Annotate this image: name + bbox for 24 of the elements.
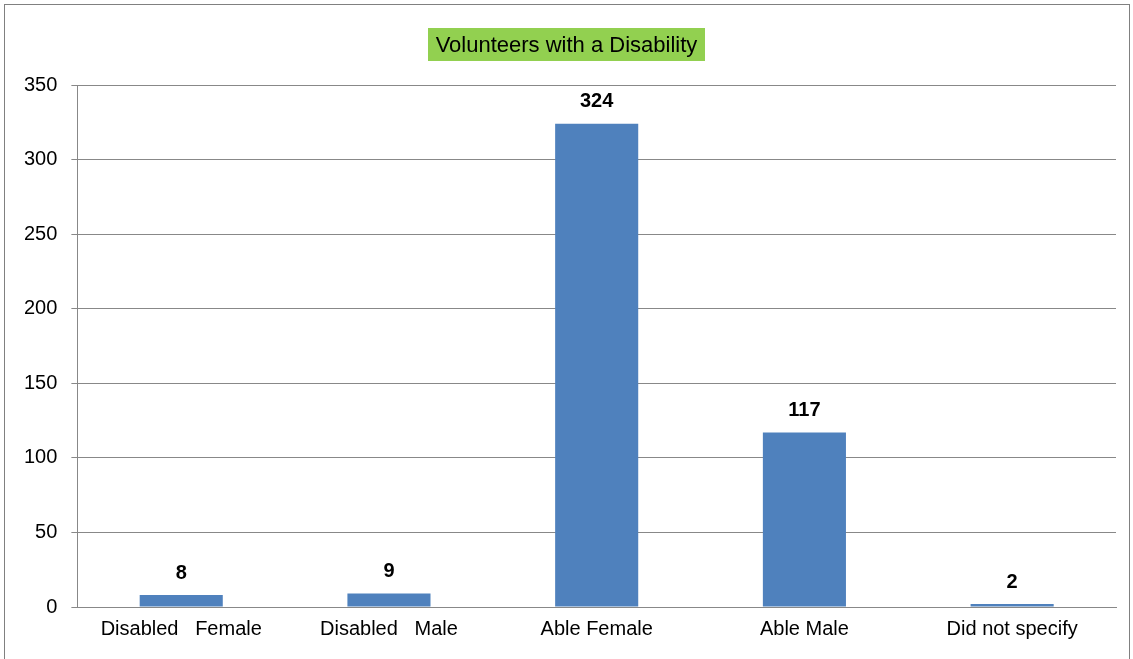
x-tick-label: Did not specify — [946, 616, 1078, 639]
data-label: 2 — [1006, 569, 1018, 592]
data-label: 8 — [175, 560, 187, 583]
x-tick-label: Able Male — [759, 616, 849, 639]
bar — [970, 604, 1054, 607]
y-tick-label: 50 — [35, 519, 58, 542]
x-tick-label: Disabled Female — [100, 616, 262, 639]
y-tick-label: 150 — [23, 370, 58, 393]
y-tick-label: 0 — [46, 594, 58, 617]
data-label: 9 — [383, 559, 395, 582]
data-label: 324 — [580, 89, 615, 112]
data-label: 117 — [788, 398, 821, 421]
bar — [347, 593, 431, 607]
y-tick-label: 100 — [23, 445, 58, 468]
x-tick-label: Able Female — [540, 616, 653, 639]
bar — [762, 432, 846, 607]
y-tick-label: 200 — [23, 296, 58, 319]
y-tick-label: 250 — [23, 221, 58, 244]
bar — [139, 595, 223, 607]
bar — [555, 123, 639, 607]
x-tick-label: Disabled Male — [320, 616, 458, 639]
y-tick-label: 300 — [23, 147, 58, 170]
y-tick-label: 350 — [23, 72, 58, 95]
chart-title: Volunteers with a Disability — [427, 28, 706, 61]
